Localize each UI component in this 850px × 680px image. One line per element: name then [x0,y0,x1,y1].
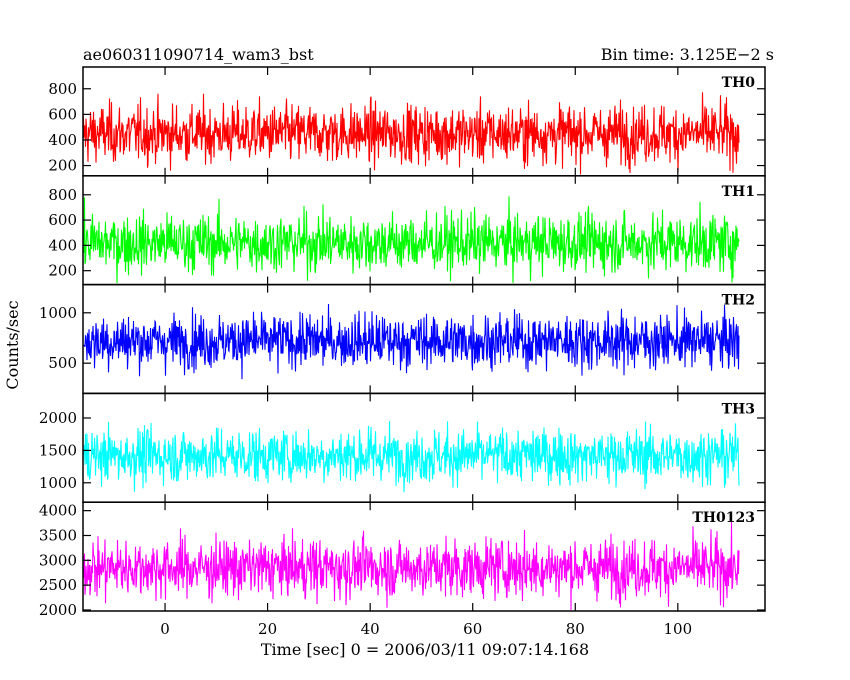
y-tick-label: 2500 [39,576,77,594]
series-line-th1 [82,196,740,284]
bin-time-label: Bin time: 3.125E−2 s [601,45,774,64]
y-tick-label: 1000 [39,474,77,492]
x-tick-label: 40 [361,620,380,638]
y-tick-label: 400 [48,236,77,254]
panels-group: 200 400 600 800 TH0 200 400 600 800 TH1 500 1000 TH2… [39,66,766,619]
y-tick-label: 800 [48,80,77,98]
panel-label-th1: TH1 [722,184,755,200]
panel-label-th3: TH3 [722,401,755,417]
x-tick-label: 0 [160,620,170,638]
panel-th2: 500 1000 TH2 [39,283,766,395]
y-tick-label: 1000 [39,304,77,322]
x-tick-label: 20 [258,620,277,638]
y-tick-label: 3500 [39,526,77,544]
series-line-th3 [82,420,740,493]
y-tick-label: 500 [48,354,77,372]
panel-label-th2: TH2 [722,293,755,309]
y-tick-label: 2000 [39,409,77,427]
y-tick-label: 800 [48,186,77,204]
y-tick-label: 2000 [39,601,77,619]
series-line-th0123 [82,521,740,611]
series-line-th0 [82,92,740,175]
y-tick-label: 200 [48,262,77,280]
panel-th0: 200 400 600 800 TH0 [48,66,766,177]
x-tick-label: 100 [664,620,693,638]
x-tick-label: 80 [566,620,585,638]
chart-title: ae060311090714_wam3_bst [83,45,314,64]
x-tick-label: 60 [463,620,482,638]
panel-th1: 200 400 600 800 TH1 [48,175,766,286]
panel-frame [82,501,766,612]
y-tick-label: 600 [48,105,77,123]
y-tick-label: 200 [48,157,77,175]
y-tick-label: 1500 [39,441,77,459]
panel-label-th0: TH0 [722,75,756,91]
y-tick-label: 400 [48,131,77,149]
y-tick-label: 3000 [39,551,77,569]
panel-frame [82,66,766,177]
x-axis-label: Time [sec] 0 = 2006/03/11 09:07:14.168 [261,640,589,659]
y-tick-label: 600 [48,211,77,229]
x-axis: 0 20 40 60 80 100 [160,620,692,638]
y-axis-label: Counts/sec [3,300,22,389]
y-tick-label: 4000 [39,502,77,520]
panel-th3: 1000 1500 2000 TH3 [39,392,766,503]
panel-th0123: 2000 2500 3000 3500 4000 TH0123 [39,501,766,619]
series-line-th2 [82,303,740,380]
panel-label-th0123: TH0123 [692,510,755,526]
